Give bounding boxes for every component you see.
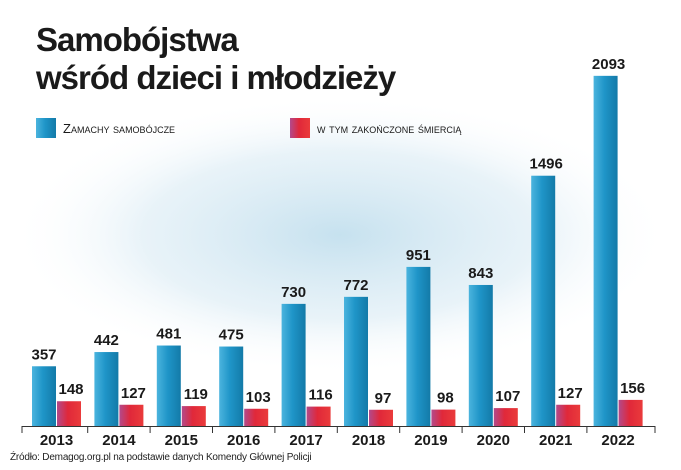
value-label-deaths-2014: 127 xyxy=(121,385,146,402)
bar-deaths-2018 xyxy=(369,409,393,426)
value-label-attempts-2015: 481 xyxy=(156,326,181,343)
tick-label-2018: 2018 xyxy=(352,432,385,449)
tick-label-2022: 2022 xyxy=(601,432,634,449)
value-label-attempts-2013: 357 xyxy=(31,346,56,363)
value-label-attempts-2020: 843 xyxy=(468,265,493,282)
bar-attempts-2013 xyxy=(32,366,56,426)
bar-deaths-2016 xyxy=(244,408,269,426)
bar-attempts-2017 xyxy=(281,303,306,426)
value-label-attempts-2022: 2093 xyxy=(592,56,625,73)
tick-label-2014: 2014 xyxy=(102,432,136,449)
value-label-attempts-2018: 772 xyxy=(343,277,368,294)
tick-label-2021: 2021 xyxy=(539,432,572,449)
bar-attempts-2021 xyxy=(531,175,556,426)
x-axis: 2013 2014 2015 2016 2017 2018 2019 2020 2021 2022 xyxy=(21,426,656,449)
value-label-attempts-2016: 475 xyxy=(219,327,244,344)
legend-swatch-deaths xyxy=(290,118,310,138)
tick-label-2020: 2020 xyxy=(477,432,510,449)
value-label-deaths-2013: 148 xyxy=(58,381,83,398)
bar-attempts-2022 xyxy=(593,75,618,427)
value-label-deaths-2021: 127 xyxy=(558,385,583,402)
bar-attempts-2020 xyxy=(468,284,493,426)
bar-deaths-2020 xyxy=(493,408,518,426)
value-label-attempts-2017: 730 xyxy=(281,284,306,301)
legend-item-attempts: Zamachy samobójcze xyxy=(36,118,175,138)
bar-deaths-2019 xyxy=(431,409,456,426)
bar-deaths-2021 xyxy=(556,404,581,426)
bar-deaths-2015 xyxy=(181,406,206,426)
bar-attempts-2018 xyxy=(344,296,368,426)
bar-deaths-2022 xyxy=(618,399,643,426)
bars-layer xyxy=(32,75,643,427)
legend-swatch-attempts xyxy=(36,118,56,138)
value-label-attempts-2021: 1496 xyxy=(530,156,563,173)
bar-attempts-2019 xyxy=(406,266,431,426)
legend-label-attempts: Zamachy samobójcze xyxy=(63,120,176,136)
chart-title: Samobójstwa xyxy=(36,21,239,58)
value-label-deaths-2020: 107 xyxy=(495,388,520,405)
tick-label-2019: 2019 xyxy=(414,432,447,449)
bar-attempts-2016 xyxy=(219,346,244,426)
source-note: Źródło: Demagog.org.pl na podstawie dany… xyxy=(10,452,312,463)
bar-attempts-2015 xyxy=(156,345,181,426)
legend-label-deaths: w tym zakończone śmiercią xyxy=(317,120,462,136)
bar-deaths-2017 xyxy=(306,406,331,426)
legend-item-deaths: w tym zakończone śmiercią xyxy=(290,118,461,138)
value-label-deaths-2016: 103 xyxy=(246,389,271,406)
value-label-deaths-2018: 97 xyxy=(375,390,392,407)
tick-label-2013: 2013 xyxy=(40,432,73,449)
bar-deaths-2013 xyxy=(57,401,81,426)
bar-attempts-2014 xyxy=(94,352,119,426)
tick-label-2017: 2017 xyxy=(289,432,322,449)
value-label-deaths-2022: 156 xyxy=(620,380,645,397)
background-glow xyxy=(10,95,670,375)
chart-subtitle: wśród dzieci i młodzieży xyxy=(36,59,396,96)
value-label-attempts-2019: 951 xyxy=(406,247,431,264)
value-label-deaths-2019: 98 xyxy=(437,390,454,407)
tick-label-2015: 2015 xyxy=(165,432,198,449)
value-label-deaths-2017: 116 xyxy=(308,387,332,404)
value-label-attempts-2014: 442 xyxy=(94,332,119,349)
value-label-deaths-2015: 119 xyxy=(184,386,208,403)
bar-deaths-2014 xyxy=(119,404,144,426)
tick-label-2016: 2016 xyxy=(227,432,260,449)
value-labels-layer: 357 148 442 127 481 119 475 103 730 116 772 97 951 98… xyxy=(31,56,645,407)
